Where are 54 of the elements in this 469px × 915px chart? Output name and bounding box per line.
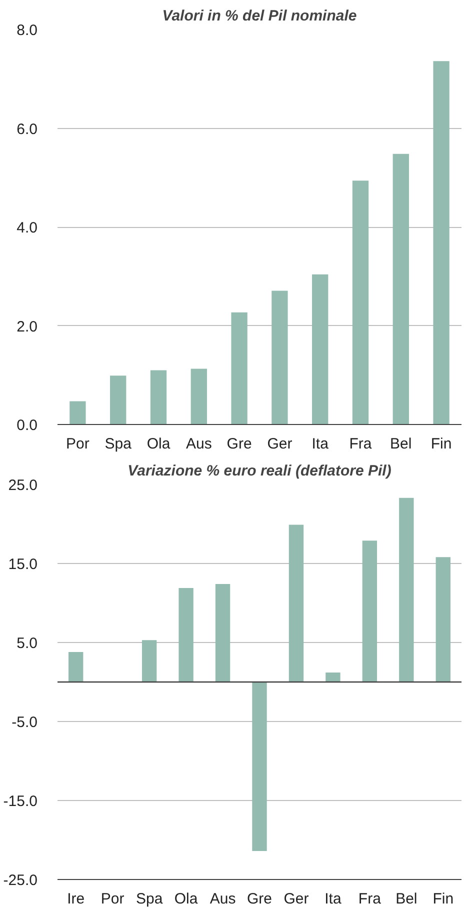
y-tick-label: 25.0: [8, 477, 38, 494]
x-tick-label: Ola: [146, 436, 171, 452]
chart-title: Valori in % del Pil nominale: [162, 8, 357, 24]
bar: [326, 672, 340, 682]
bar: [288, 524, 304, 682]
y-tick-label: 5.0: [16, 635, 38, 652]
x-tick-label: Ire: [67, 890, 85, 908]
bar: [392, 154, 409, 424]
bar: [252, 682, 267, 852]
bar: [362, 540, 378, 682]
bar: [433, 61, 450, 424]
bar: [150, 370, 167, 424]
x-tick-label: Fra: [349, 436, 372, 452]
bar: [70, 401, 86, 424]
x-tick-label: Ola: [174, 890, 198, 908]
bar: [68, 652, 84, 682]
y-tick-label: -5.0: [12, 714, 38, 731]
bar: [110, 376, 126, 424]
y-tick-label: 2.0: [16, 318, 38, 336]
bar: [272, 290, 288, 424]
x-tick-label: Fin: [432, 890, 454, 908]
chart-title: Variazione % euro reali (deflatore Pil): [128, 462, 392, 480]
y-tick-label: 0.0: [16, 417, 38, 434]
bar: [142, 640, 157, 682]
y-tick-label: 6.0: [16, 120, 38, 138]
x-tick-label: Spa: [104, 436, 132, 452]
x-tick-label: Gre: [226, 436, 252, 452]
bar: [312, 274, 328, 424]
x-tick-label: Fin: [430, 436, 452, 452]
x-tick-label: Por: [100, 890, 124, 908]
y-tick-label: 4.0: [16, 220, 38, 236]
x-tick-label: Aus: [186, 436, 212, 452]
bar: [436, 557, 450, 682]
x-tick-label: Ita: [312, 436, 330, 452]
bar: [190, 368, 207, 424]
x-tick-label: Ita: [324, 890, 342, 908]
bar: [399, 498, 414, 682]
y-tick-label: 15.0: [8, 556, 38, 573]
y-tick-label: -15.0: [3, 793, 38, 810]
x-tick-label: Ger: [284, 890, 309, 908]
x-tick-label: Ger: [267, 436, 292, 452]
x-tick-label: Bel: [390, 436, 412, 452]
x-tick-label: Bel: [396, 890, 418, 908]
bar: [215, 584, 230, 682]
x-tick-label: Por: [66, 436, 90, 452]
x-tick-label: Spa: [136, 890, 164, 908]
bar: [231, 312, 248, 424]
y-tick-label: 8.0: [16, 22, 38, 39]
bar: [352, 180, 369, 424]
x-tick-label: Aus: [210, 890, 236, 908]
bar: [178, 588, 194, 682]
x-tick-label: Fra: [358, 890, 382, 908]
y-tick-label: -25.0: [3, 872, 38, 889]
x-tick-label: Gre: [247, 890, 272, 908]
